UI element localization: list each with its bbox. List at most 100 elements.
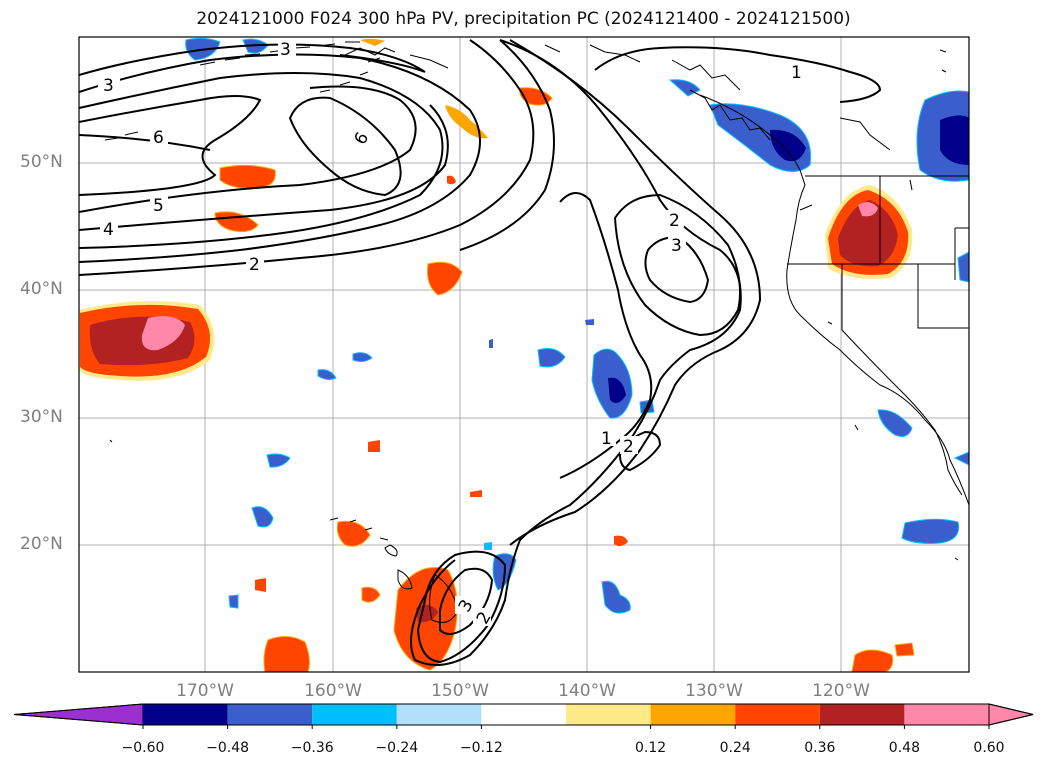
colorbar-segment — [735, 704, 820, 725]
precip-blob — [940, 115, 969, 165]
colorbar-tick-label: −0.12 — [459, 740, 503, 756]
lat-label: 40°N — [20, 279, 63, 299]
pv-contour-1-top — [594, 46, 882, 103]
precip-blob — [608, 377, 626, 404]
pv-contour-6-loop — [288, 96, 402, 197]
precip-blob — [519, 87, 553, 106]
precip-blob — [894, 642, 915, 657]
contour-label: 2 — [249, 255, 260, 275]
colorbar-tick-label: 0.48 — [888, 740, 920, 756]
precip-blob — [877, 409, 913, 437]
precip-blob — [361, 586, 381, 603]
pv-contour-3 — [79, 43, 426, 76]
contour-label: 2 — [669, 211, 680, 231]
precip-negative — [185, 37, 969, 614]
precip-blob — [537, 348, 566, 368]
precip-blob — [838, 200, 898, 267]
colorbar-tick-label: −0.60 — [121, 740, 165, 756]
precip-blob — [901, 518, 960, 544]
plot-area — [79, 37, 969, 672]
colorbar — [13, 703, 1034, 729]
coastline-bc — [671, 59, 771, 141]
colorbar-segment — [904, 704, 989, 725]
lon-label: 150°W — [431, 681, 489, 701]
precip-blob — [266, 453, 291, 468]
precip-blob — [214, 211, 259, 233]
precip-blob — [368, 440, 380, 452]
colorbar-tick-label: −0.48 — [206, 740, 250, 756]
precip-blob — [447, 175, 456, 185]
pv-contour-2-outer — [410, 39, 742, 666]
contour-label: 1 — [601, 429, 612, 449]
precip-blob — [360, 38, 385, 46]
pv-contour-5 — [79, 85, 417, 213]
precip-blob — [141, 316, 185, 351]
precip-blob — [251, 506, 274, 528]
coastline-alaska — [319, 44, 641, 93]
pv-contour-6 — [79, 95, 262, 196]
precip-blob — [352, 352, 373, 363]
coastline-north-america — [699, 94, 969, 506]
precip-blob — [336, 520, 371, 547]
colorbar-segment — [819, 704, 905, 725]
contour-label: 3 — [103, 76, 114, 96]
pv-contour-hawaii-inner — [439, 567, 494, 635]
coastline-baja — [904, 394, 963, 496]
contour-label-group: 3 3 6 6 5 4 2 1 2 3 1 2 3 2 — [98, 40, 806, 628]
precip-blob — [484, 542, 492, 550]
contour-label: 1 — [791, 63, 802, 83]
colorbar-extend-min — [13, 703, 144, 726]
state-borders — [787, 175, 969, 396]
precip-blob — [317, 369, 337, 381]
lat-label: 50°N — [20, 152, 63, 172]
plot-frame — [78, 36, 970, 673]
precip-blob — [614, 535, 628, 547]
colorbar-tick-label: 0.24 — [719, 740, 751, 756]
precip-blob — [601, 580, 631, 614]
colorbar-segment — [481, 704, 566, 725]
pv-contour-inner — [79, 72, 444, 249]
pv-contour-1 — [509, 39, 762, 546]
lon-label: 140°W — [558, 681, 616, 701]
colorbar-segment — [227, 704, 313, 725]
map-title: 2024121000 F024 300 hPa PV, precipitatio… — [196, 9, 851, 29]
colorbar-tick-label: 0.60 — [973, 740, 1005, 756]
lon-label: 130°W — [685, 681, 743, 701]
colorbar-extend-max — [988, 703, 1034, 726]
precip-blob — [953, 451, 969, 466]
contour-label: 3 — [671, 236, 682, 256]
precip-blob — [263, 636, 310, 672]
precip-blob — [668, 79, 701, 97]
precip-blob — [851, 649, 894, 672]
colorbar-segment — [566, 704, 651, 725]
colorbar-segment — [312, 704, 397, 725]
contour-label: 4 — [103, 220, 114, 240]
gridlines — [79, 37, 969, 672]
precip-blob — [219, 164, 276, 189]
colorbar-tick-label: 0.12 — [635, 740, 667, 756]
colorbar-segment — [143, 704, 228, 725]
pv-contour-1-left — [559, 192, 653, 479]
precip-blob — [255, 578, 266, 592]
precip-blob — [858, 202, 878, 217]
pv-contour-hawaii-outer — [416, 550, 507, 664]
lon-label: 160°W — [304, 681, 362, 701]
colorbar-tick-label: 0.36 — [804, 740, 836, 756]
colorbar-tick-label: −0.36 — [290, 740, 334, 756]
contour-label: 6 — [153, 128, 164, 148]
precip-blob — [585, 319, 594, 325]
colorbar-segment — [396, 704, 482, 725]
pv-contour-2-loop — [613, 193, 741, 337]
pv-contours — [79, 39, 882, 666]
colorbar-tick-label: −0.24 — [375, 740, 419, 756]
lat-label: 20°N — [20, 534, 63, 554]
precip-blob — [228, 594, 239, 609]
precip-blob — [489, 339, 493, 348]
colorbar-segment — [650, 704, 736, 725]
coastline-hawaii — [329, 517, 459, 623]
contour-label: 3 — [280, 40, 291, 60]
pv-contour-6b — [79, 134, 211, 151]
contour-label: 5 — [153, 196, 164, 216]
precip-positive — [79, 38, 915, 672]
